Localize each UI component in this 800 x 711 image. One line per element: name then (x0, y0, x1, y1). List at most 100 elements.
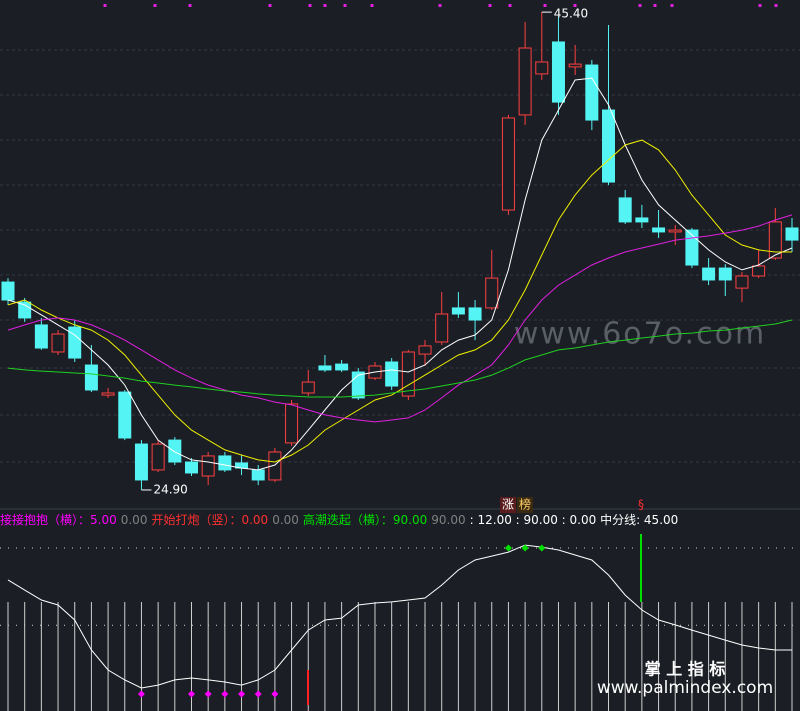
candle-body (451, 307, 465, 315)
top-dot (670, 4, 674, 7)
indicator-dot (504, 544, 512, 552)
candle-body (68, 326, 82, 359)
candle-body (285, 403, 299, 444)
top-dot (638, 4, 642, 7)
legend-item: 0.00 (120, 513, 148, 527)
legend-item: 接接抱抱（横）：5.00 (0, 513, 117, 527)
indicator-dot (221, 690, 229, 698)
candle-body (568, 63, 582, 68)
moving-average (7, 139, 792, 463)
annotation-label: 45.40 (554, 7, 588, 21)
top-label: 涨 (502, 497, 514, 512)
candle-body (752, 265, 766, 277)
top-dot (323, 4, 327, 7)
candle-body (301, 381, 315, 394)
annotations: 45.40 24.90 (141, 7, 588, 496)
legend-item: 90.00 (431, 513, 466, 527)
candle-body (318, 365, 332, 371)
legend-item: 开始打炮（竖）：0.00 (151, 513, 269, 527)
indicator-dot (521, 544, 529, 552)
candle-body (251, 469, 265, 481)
top-dot (758, 4, 762, 7)
moving-averages (7, 77, 793, 471)
candle-body (535, 61, 549, 75)
top-label: 榜 (519, 497, 531, 512)
top-label: § (638, 498, 644, 512)
legend-item: 高潮迭起（横）：90.00 (302, 513, 428, 527)
candle-body (101, 392, 115, 396)
top-dot (438, 4, 442, 7)
candle-body (18, 301, 32, 319)
top-label-box (517, 497, 533, 513)
top-dot (573, 4, 577, 7)
candle-body (351, 371, 365, 399)
candle-body (401, 351, 415, 397)
candle-body (435, 313, 449, 343)
candle-body (652, 227, 666, 233)
top-dot (153, 4, 157, 7)
legend-item: : 12.00 : 90.00 : 0.00 中分线: 45.00 (469, 513, 679, 527)
indicator-dot (538, 544, 546, 552)
candle-body (84, 364, 98, 391)
top-dot (774, 4, 778, 7)
watermark-brand: 掌 上 指 标 (645, 660, 726, 679)
candle-body (785, 227, 799, 241)
top-dot (308, 4, 312, 7)
candle-body (1, 281, 15, 301)
top-dot (543, 4, 547, 7)
top-dot (343, 4, 347, 7)
candle-body (702, 267, 716, 281)
indicator-dot (137, 690, 145, 698)
moving-average (7, 319, 793, 398)
indicator-dot (204, 690, 212, 698)
indicator-legend: 接接抱抱（横）：5.00 0.00 开始打炮（竖）：0.00 0.00 高潮迭起（横）：… (0, 512, 678, 528)
annotation-label: 24.90 (153, 482, 187, 496)
candle-body (585, 64, 599, 121)
candle-body (518, 47, 532, 116)
top-dot (653, 4, 657, 7)
indicator-panel (0, 544, 800, 711)
top-dot (508, 4, 512, 7)
legend-item: 0.00 (272, 513, 299, 527)
candle-body (218, 455, 232, 471)
top-dot (188, 4, 192, 7)
top-dot (268, 4, 272, 7)
candle-body (735, 275, 749, 289)
candle-body (134, 443, 148, 481)
moving-average (7, 214, 793, 423)
candle-body (635, 217, 649, 223)
indicator-line (7, 544, 792, 689)
moving-average (7, 77, 793, 471)
candle-body (668, 229, 682, 233)
candle-body (468, 307, 482, 321)
candle-body (501, 117, 515, 211)
indicator-dot (254, 690, 262, 698)
candle-body (551, 41, 565, 103)
candle-body (485, 277, 499, 309)
candle-body (718, 267, 732, 281)
candle-body (184, 461, 198, 474)
indicator-dot (271, 690, 279, 698)
top-dot (103, 4, 107, 7)
candle-body (34, 324, 48, 349)
candle-body (602, 109, 616, 183)
candle-body (385, 361, 399, 387)
candle-body (418, 345, 432, 355)
candle-body (335, 363, 349, 371)
watermark-url: www.palmindex.com (597, 678, 773, 698)
candle-body (51, 333, 65, 353)
indicator-dot (187, 690, 195, 698)
top-dot (488, 4, 492, 7)
candle-body (768, 221, 782, 259)
decoration (0, 4, 800, 463)
indicator-dot (238, 690, 246, 698)
candle-body (618, 197, 632, 223)
candle-body (118, 391, 132, 439)
top-dot (370, 4, 374, 7)
candle-body (268, 451, 282, 481)
watermark-site: www.6o7o.com (514, 317, 766, 352)
candle-body (201, 455, 215, 477)
top-label-box (500, 497, 516, 513)
